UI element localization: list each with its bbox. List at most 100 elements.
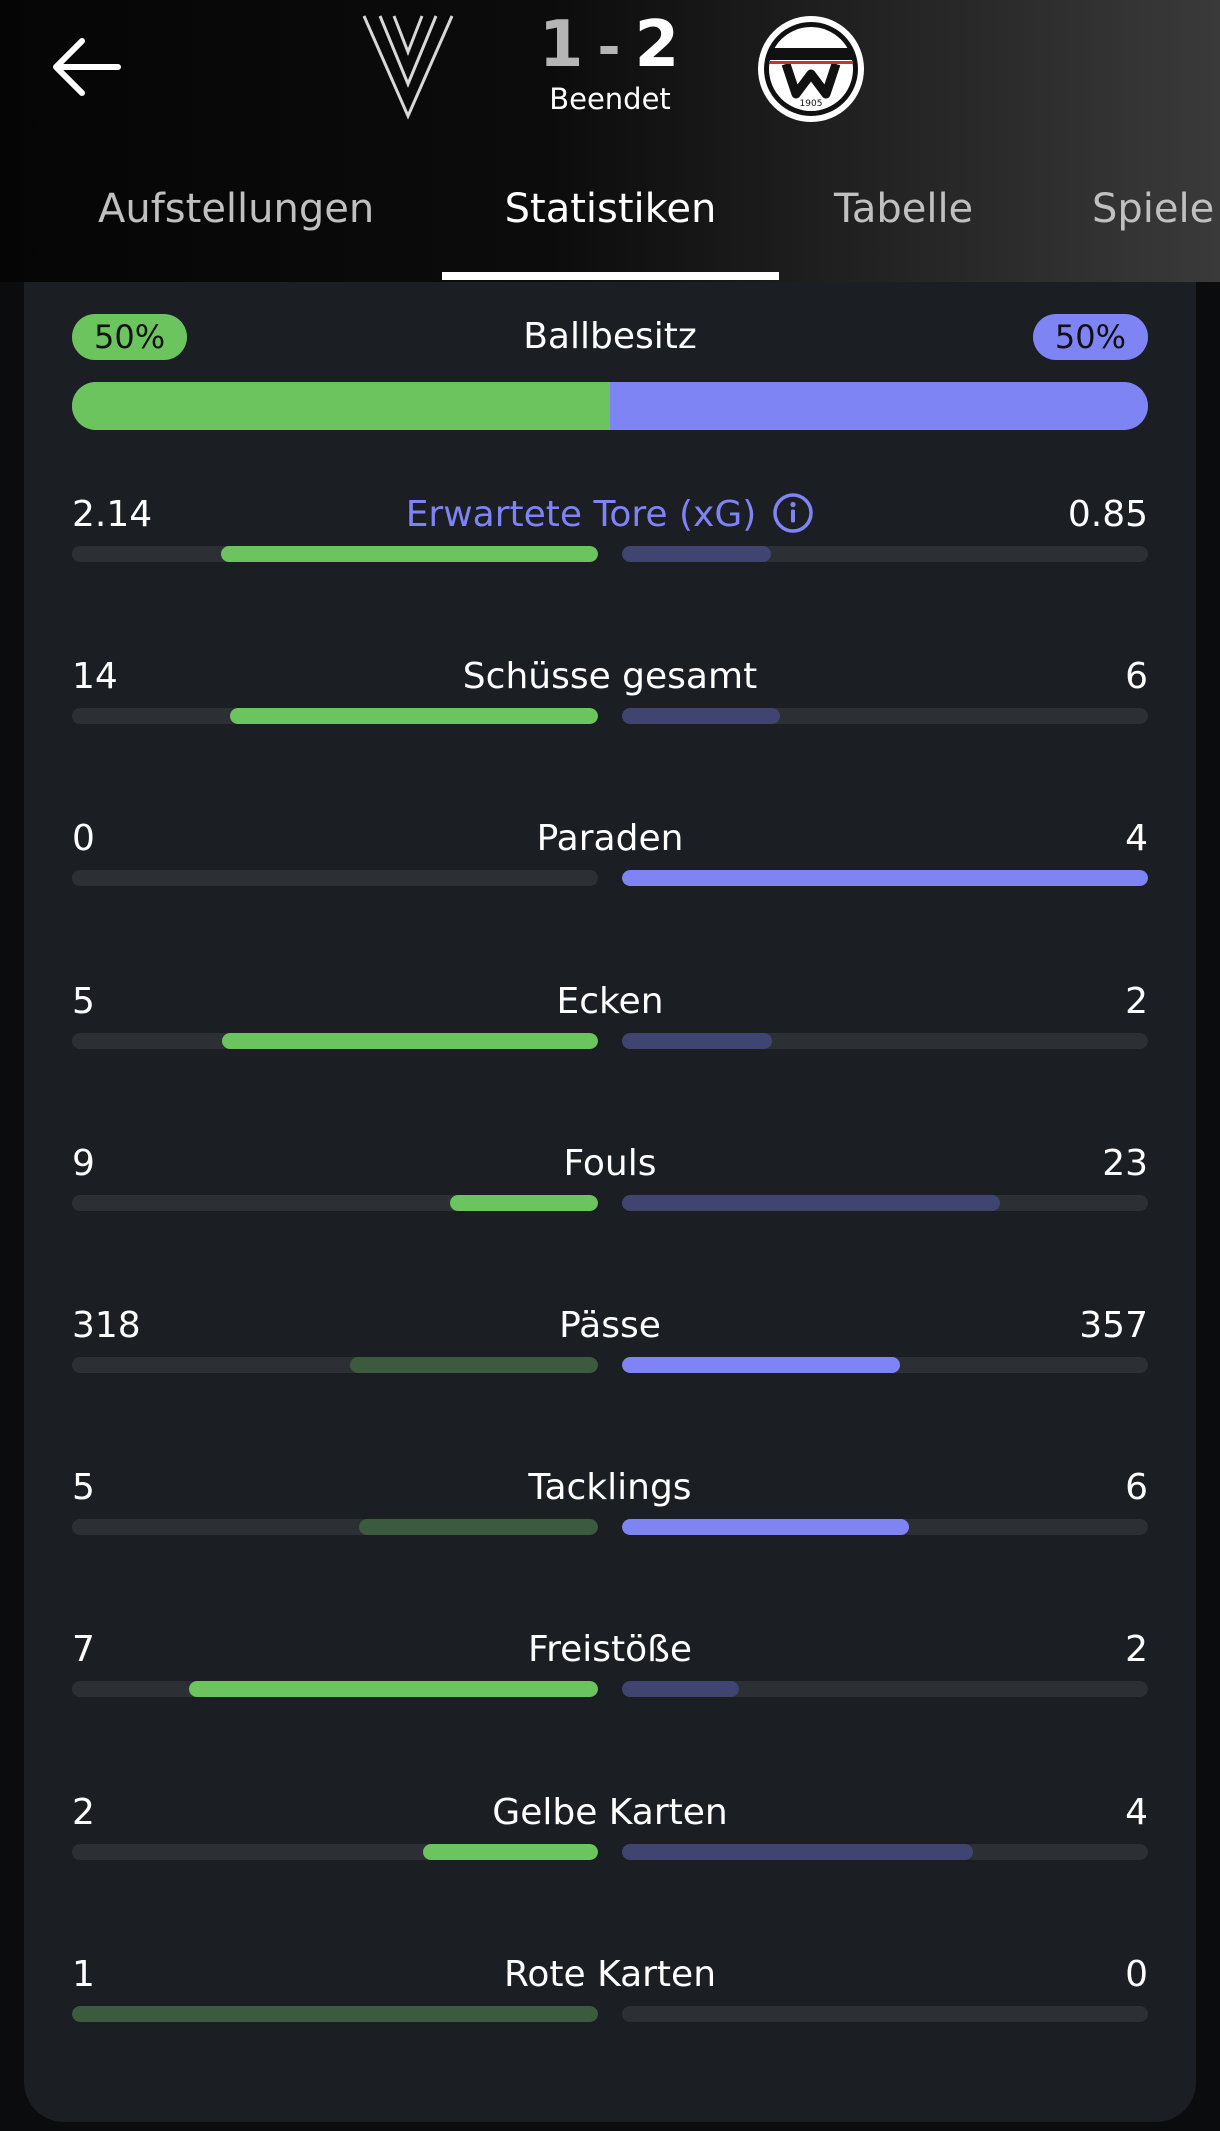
score-home: 1 bbox=[538, 8, 586, 82]
stat-away-bar-fill bbox=[622, 708, 780, 725]
stat-away-value: 6 bbox=[1125, 1467, 1148, 1509]
match-status: Beendet bbox=[549, 82, 671, 116]
stat-away-value: 23 bbox=[1102, 1142, 1148, 1184]
stat-home-bar bbox=[72, 1681, 598, 1698]
stat-away-value: 4 bbox=[1125, 1791, 1148, 1833]
stat-label: Fouls bbox=[24, 1139, 1196, 1189]
tab-aufstellungen[interactable]: Aufstellungen bbox=[98, 186, 375, 232]
stat-label: Schüsse gesamt bbox=[24, 652, 1196, 702]
stat-label-text: Pässe bbox=[559, 1305, 661, 1346]
stat-home-bar-fill bbox=[229, 708, 598, 725]
stat-home-bar bbox=[72, 1032, 598, 1049]
stat-home-bar-fill bbox=[358, 1519, 598, 1536]
stat-away-bar-fill bbox=[622, 1681, 739, 1698]
stat-home-value: 2.14 bbox=[72, 494, 153, 535]
stat-row: 0 Paraden 4 bbox=[24, 814, 1196, 976]
stat-away-bar bbox=[622, 1194, 1148, 1211]
stat-away-value: 357 bbox=[1079, 1305, 1148, 1346]
stat-away-bar-fill bbox=[622, 1032, 773, 1049]
stat-away-bar-fill bbox=[622, 546, 772, 562]
match-header: 1-2 Beendet 1905 Aufstellungen Statistik… bbox=[0, 0, 1220, 282]
stat-label-text: Gelbe Karten bbox=[492, 1791, 728, 1833]
tab-bar: Aufstellungen Statistiken Tabelle Spiele bbox=[0, 170, 1220, 282]
stat-away-bar-fill bbox=[622, 870, 1148, 887]
info-icon[interactable] bbox=[772, 492, 814, 534]
score-separator: - bbox=[597, 15, 623, 80]
active-tab-indicator bbox=[442, 272, 779, 280]
tab-statistiken[interactable]: Statistiken bbox=[504, 186, 717, 232]
stats-card: 50% Ballbesitz 50% 2.14 Erwartete Tore (x… bbox=[24, 282, 1196, 2122]
stat-label-text: Rote Karten bbox=[503, 1953, 717, 1995]
stat-away-value: 4 bbox=[1125, 818, 1148, 860]
home-team-logo[interactable] bbox=[360, 12, 456, 120]
stat-home-bar-fill bbox=[221, 546, 598, 562]
stat-row: 7 Freistöße 2 bbox=[24, 1625, 1196, 1787]
tab-spiele[interactable]: Spiele bbox=[1092, 186, 1215, 232]
stat-row: 14 Schüsse gesamt 6 bbox=[24, 652, 1196, 814]
stat-away-bar bbox=[622, 1519, 1148, 1536]
stat-label: Gelbe Karten bbox=[24, 1788, 1196, 1838]
stat-home-bar-fill bbox=[422, 1843, 598, 1860]
stat-away-bar bbox=[622, 1681, 1148, 1698]
stat-label[interactable]: Erwartete Tore (xG) bbox=[24, 490, 1196, 540]
score: 1-2 bbox=[0, 8, 1220, 82]
stat-home-value: 1 bbox=[72, 1953, 95, 1995]
stat-away-bar bbox=[622, 1357, 1148, 1373]
stat-row: 318 Pässe 357 bbox=[24, 1301, 1196, 1463]
back-button[interactable] bbox=[48, 32, 124, 102]
stat-label: Pässe bbox=[24, 1301, 1196, 1351]
stat-away-value: 0 bbox=[1125, 1953, 1148, 1995]
arrow-left-icon bbox=[53, 38, 121, 96]
stat-home-value: 7 bbox=[72, 1629, 95, 1671]
stat-home-value: 9 bbox=[72, 1142, 95, 1184]
stat-home-bar bbox=[72, 708, 598, 725]
stat-label-text: Tacklings bbox=[528, 1467, 692, 1509]
possession-bar bbox=[72, 382, 1148, 430]
possession-bar-home bbox=[72, 382, 610, 430]
away-team-logo[interactable]: 1905 bbox=[756, 14, 866, 124]
stat-away-bar bbox=[622, 1032, 1148, 1049]
possession-label: Ballbesitz bbox=[523, 316, 697, 357]
possession-away-badge: 50% bbox=[1032, 314, 1148, 360]
stat-label-text: Ecken bbox=[556, 980, 664, 1022]
stat-home-value: 5 bbox=[72, 980, 95, 1022]
stat-away-value: 2 bbox=[1125, 1629, 1148, 1671]
stat-away-value: 0.85 bbox=[1067, 494, 1148, 535]
stat-label-text: Fouls bbox=[563, 1142, 657, 1184]
stat-label-text: Freistöße bbox=[528, 1629, 692, 1671]
stat-row: 5 Ecken 2 bbox=[24, 977, 1196, 1139]
stat-away-value: 2 bbox=[1125, 980, 1148, 1022]
stat-home-value: 318 bbox=[72, 1305, 141, 1346]
stat-label: Freistöße bbox=[24, 1625, 1196, 1675]
stat-home-bar bbox=[72, 1194, 598, 1211]
stat-home-bar bbox=[72, 2005, 598, 2022]
away-logo-year: 1905 bbox=[800, 99, 823, 109]
stat-label: Paraden bbox=[24, 814, 1196, 864]
stat-label: Ecken bbox=[24, 977, 1196, 1027]
stat-row: 5 Tacklings 6 bbox=[24, 1463, 1196, 1625]
stat-away-bar bbox=[622, 1843, 1148, 1860]
stat-away-bar bbox=[622, 708, 1148, 725]
stat-label-text: Schüsse gesamt bbox=[462, 656, 758, 698]
stat-home-bar-fill bbox=[222, 1032, 598, 1049]
stat-away-bar-fill bbox=[622, 1357, 901, 1373]
stat-home-value: 2 bbox=[72, 1791, 95, 1833]
possession-home-badge: 50% bbox=[72, 314, 188, 360]
stat-row: 1 Rote Karten 0 bbox=[24, 1950, 1196, 2112]
stat-home-bar-fill bbox=[72, 2005, 598, 2022]
stat-home-bar bbox=[72, 1519, 598, 1536]
stat-home-bar-fill bbox=[450, 1194, 598, 1211]
stat-row: 9 Fouls 23 bbox=[24, 1139, 1196, 1301]
stat-away-bar bbox=[622, 546, 1148, 562]
stat-label: Rote Karten bbox=[24, 1950, 1196, 2000]
stat-home-bar bbox=[72, 546, 598, 562]
stat-away-bar-fill bbox=[622, 1194, 1001, 1211]
stat-label-text: Erwartete Tore (xG) bbox=[405, 494, 757, 535]
stat-away-bar-fill bbox=[622, 1843, 973, 1860]
tab-tabelle[interactable]: Tabelle bbox=[834, 186, 974, 232]
stat-home-bar-fill bbox=[188, 1681, 598, 1698]
stat-home-bar bbox=[72, 870, 598, 887]
stat-home-bar bbox=[72, 1843, 598, 1860]
stat-label: Tacklings bbox=[24, 1463, 1196, 1513]
stat-row: 2.14 Erwartete Tore (xG) 0.85 bbox=[24, 490, 1196, 652]
